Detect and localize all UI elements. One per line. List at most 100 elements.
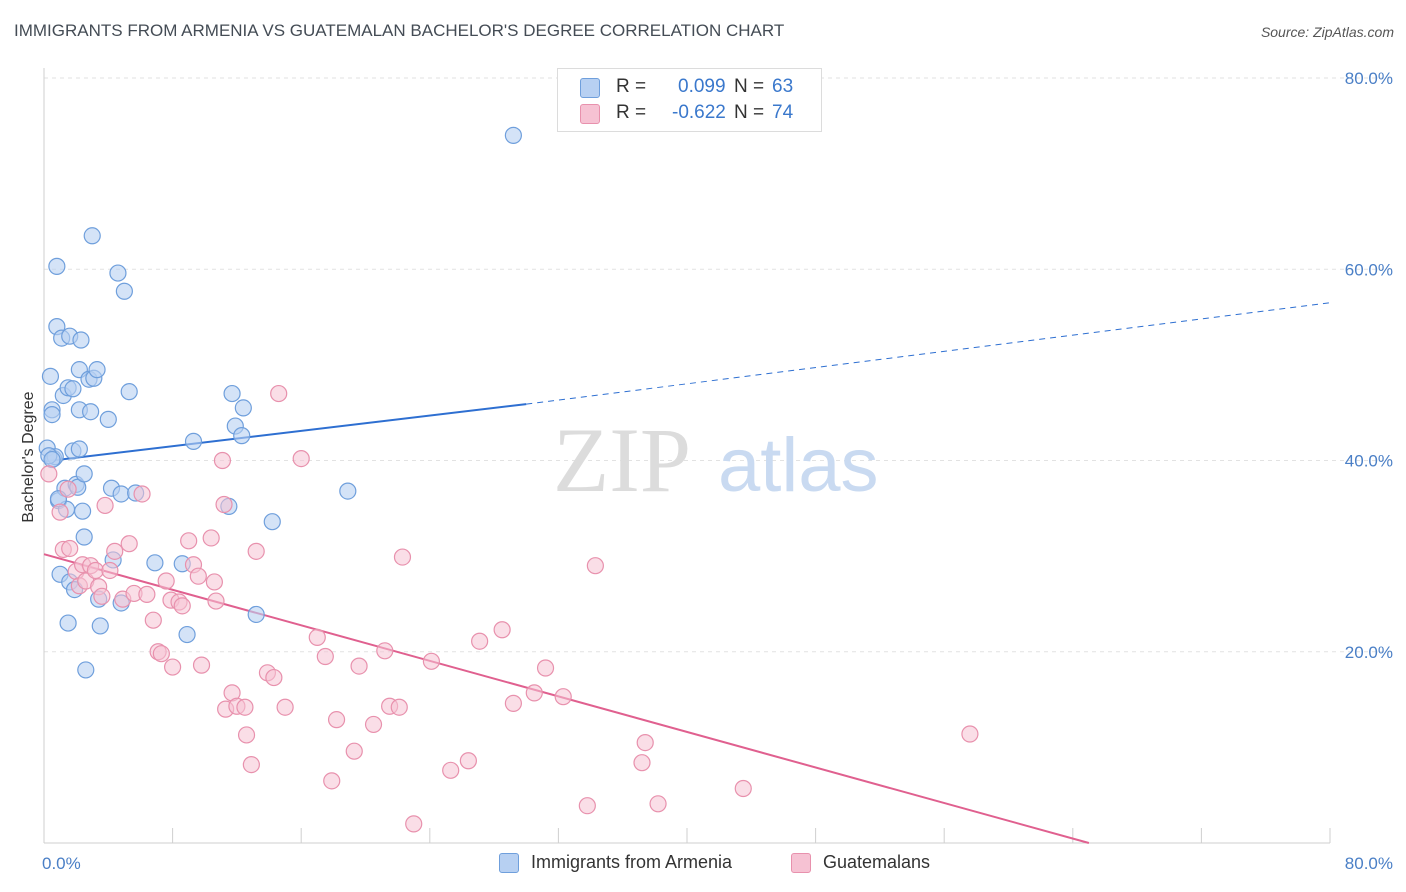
legend-r-guatemalan: -0.622 (672, 102, 726, 123)
point-guatemalan (734, 779, 752, 798)
point-guatemalan (180, 532, 198, 550)
point-armenia (223, 384, 241, 403)
point-guatemalan (270, 384, 288, 403)
point-armenia (120, 383, 138, 401)
point-guatemalan (86, 561, 105, 580)
point-guatemalan (350, 657, 368, 675)
point-armenia (48, 257, 66, 275)
point-guatemalan (237, 726, 256, 744)
point-guatemalan (504, 694, 522, 712)
bottom-legend-label-guatemalan: Guatemalans (823, 852, 931, 872)
point-armenia (146, 554, 164, 572)
point-armenia (234, 399, 252, 417)
point-guatemalan (471, 632, 489, 650)
legend-r-armenia: 0.099 (678, 76, 726, 97)
point-guatemalan (525, 684, 543, 702)
y-tick-label: 60.0% (1345, 260, 1393, 279)
watermark-atlas: atlas (718, 423, 879, 508)
point-guatemalan (120, 535, 138, 553)
x-tick-label-max: 80.0% (1345, 854, 1393, 873)
legend-n-label: N = (734, 76, 765, 97)
point-armenia (75, 465, 93, 483)
point-guatemalan (101, 561, 119, 580)
y-axis-title: Bachelor's Degree (20, 391, 37, 522)
point-armenia (77, 661, 95, 679)
x-tick-label-min: 0.0% (42, 854, 81, 873)
legend-n-guatemalan: 74 (772, 102, 794, 123)
bottom-legend-swatch-armenia (499, 853, 519, 873)
point-armenia (184, 432, 203, 450)
point-armenia (88, 361, 106, 379)
point-guatemalan (578, 797, 596, 815)
point-armenia (233, 427, 251, 445)
point-guatemalan (157, 572, 175, 590)
point-armenia (263, 513, 281, 531)
watermark-zip: ZIP (553, 409, 691, 511)
point-guatemalan (138, 585, 156, 603)
point-guatemalan (633, 754, 651, 772)
point-guatemalan (636, 733, 654, 752)
watermark: ZIP atlas (553, 409, 879, 511)
point-guatemalan (586, 557, 604, 575)
chart-title: IMMIGRANTS FROM ARMENIA VS GUATEMALAN BA… (14, 21, 785, 40)
trend-lines (43, 302, 1331, 844)
point-armenia (99, 410, 117, 428)
point-armenia (504, 126, 522, 144)
point-guatemalan (536, 659, 555, 677)
legend-n-armenia: 63 (772, 76, 794, 97)
bottom-legend-swatch-guatemalan (791, 853, 811, 873)
trend-line-armenia-projection (526, 302, 1331, 405)
point-guatemalan (61, 539, 79, 558)
point-armenia (72, 331, 90, 349)
point-armenia (115, 282, 133, 300)
point-guatemalan (205, 573, 223, 591)
point-guatemalan (192, 656, 211, 674)
point-guatemalan (189, 567, 207, 585)
point-guatemalan (345, 742, 363, 760)
point-guatemalan (422, 652, 441, 670)
bottom-legend-label-armenia: Immigrants from Armenia (531, 852, 733, 872)
legend-swatch-armenia (580, 78, 600, 98)
point-guatemalan (292, 449, 310, 468)
point-guatemalan (106, 542, 124, 560)
point-guatemalan (93, 587, 111, 605)
point-armenia (75, 528, 93, 546)
point-guatemalan (40, 465, 58, 483)
point-armenia (109, 264, 127, 282)
point-guatemalan (405, 815, 423, 833)
point-armenia (41, 367, 60, 385)
point-guatemalan (316, 647, 334, 666)
point-armenia (73, 502, 92, 520)
point-guatemalan (323, 772, 341, 790)
point-guatemalan (96, 496, 114, 515)
trend-line-armenia (43, 403, 527, 463)
point-armenia (43, 406, 61, 424)
point-armenia (83, 227, 101, 245)
point-guatemalan (265, 668, 283, 687)
y-tick-label: 40.0% (1345, 452, 1393, 471)
point-guatemalan (144, 611, 162, 629)
guatemalan-points (40, 384, 979, 833)
point-armenia (178, 625, 196, 644)
point-guatemalan (276, 698, 294, 716)
legend-r-label: R = (616, 76, 647, 97)
legend-swatch-guatemalan (580, 104, 600, 124)
point-guatemalan (236, 698, 254, 716)
point-guatemalan (242, 755, 260, 774)
point-guatemalan (364, 715, 383, 734)
point-armenia (247, 605, 265, 624)
source-credit: Source: ZipAtlas.com (1260, 24, 1394, 40)
point-guatemalan (376, 642, 394, 660)
point-armenia (339, 482, 357, 500)
point-guatemalan (649, 795, 667, 813)
x-ticks (43, 828, 1331, 843)
point-guatemalan (207, 592, 225, 610)
y-tick-label: 20.0% (1345, 643, 1393, 662)
point-guatemalan (215, 495, 233, 514)
point-armenia (70, 440, 88, 458)
point-guatemalan (459, 752, 477, 770)
point-guatemalan (442, 761, 460, 779)
armenia-points (38, 126, 522, 679)
point-guatemalan (393, 548, 412, 566)
